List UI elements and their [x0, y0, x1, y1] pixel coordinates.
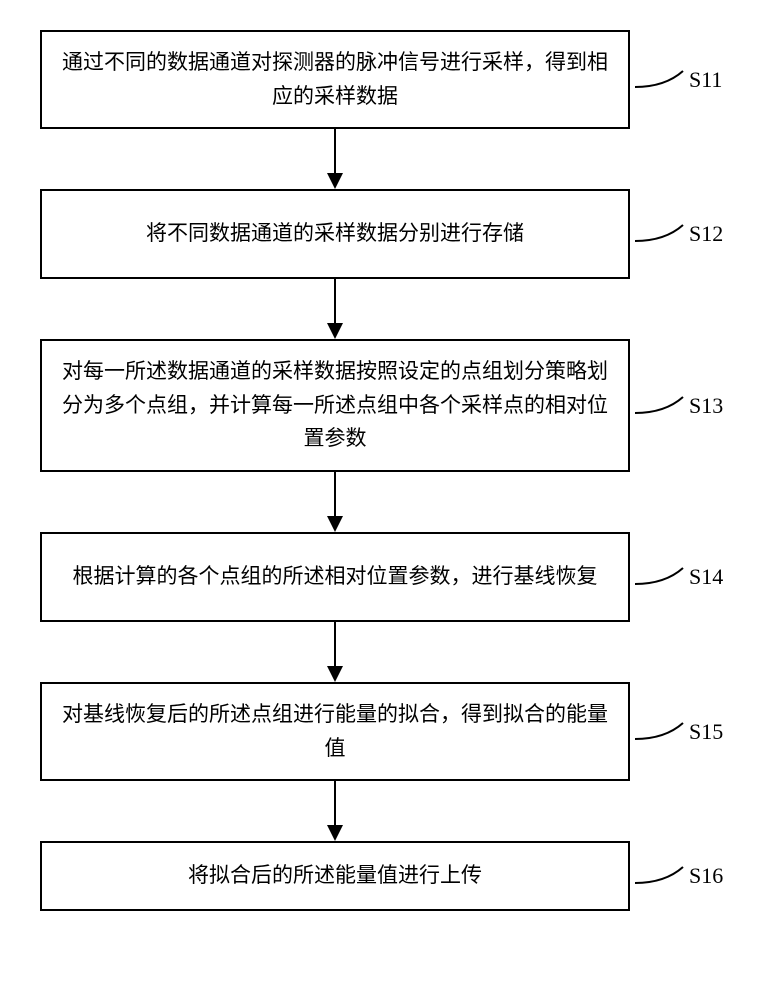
- flowchart-arrow: [40, 129, 630, 189]
- flowchart-arrow: [40, 279, 630, 339]
- connector-curve: [635, 717, 685, 747]
- step-label: S15: [689, 719, 723, 745]
- connector-curve: [635, 391, 685, 421]
- flowchart-step-row: 对基线恢复后的所述点组进行能量的拟合，得到拟合的能量值 S15: [40, 682, 740, 781]
- flowchart-step-row: 对每一所述数据通道的采样数据按照设定的点组划分策略划分为多个点组，并计算每一所述…: [40, 339, 740, 472]
- flowchart-arrow: [40, 781, 630, 841]
- connector-curve: [635, 861, 685, 891]
- step-label-connector: S15: [635, 717, 723, 747]
- flowchart-step-box: 对每一所述数据通道的采样数据按照设定的点组划分策略划分为多个点组，并计算每一所述…: [40, 339, 630, 472]
- step-label-connector: S13: [635, 391, 723, 421]
- flowchart-step-row: 将不同数据通道的采样数据分别进行存储 S12: [40, 189, 740, 279]
- flowchart-step-box: 通过不同的数据通道对探测器的脉冲信号进行采样，得到相应的采样数据: [40, 30, 630, 129]
- connector-curve: [635, 65, 685, 95]
- flowchart-step-box: 将不同数据通道的采样数据分别进行存储: [40, 189, 630, 279]
- step-label-connector: S11: [635, 65, 722, 95]
- flowchart-arrow: [40, 472, 630, 532]
- connector-curve: [635, 562, 685, 592]
- flowchart-step-box: 将拟合后的所述能量值进行上传: [40, 841, 630, 911]
- flowchart-step-row: 将拟合后的所述能量值进行上传 S16: [40, 841, 740, 911]
- step-label-connector: S16: [635, 861, 723, 891]
- step-label: S16: [689, 863, 723, 889]
- flowchart-container: 通过不同的数据通道对探测器的脉冲信号进行采样，得到相应的采样数据 S11 将不同数据…: [40, 30, 740, 911]
- step-label: S11: [689, 67, 722, 93]
- flowchart-step-row: 根据计算的各个点组的所述相对位置参数，进行基线恢复 S14: [40, 532, 740, 622]
- step-label: S12: [689, 221, 723, 247]
- flowchart-arrow: [40, 622, 630, 682]
- flowchart-step-box: 根据计算的各个点组的所述相对位置参数，进行基线恢复: [40, 532, 630, 622]
- flowchart-step-row: 通过不同的数据通道对探测器的脉冲信号进行采样，得到相应的采样数据 S11: [40, 30, 740, 129]
- connector-curve: [635, 219, 685, 249]
- flowchart-step-box: 对基线恢复后的所述点组进行能量的拟合，得到拟合的能量值: [40, 682, 630, 781]
- step-label-connector: S14: [635, 562, 723, 592]
- step-label: S14: [689, 564, 723, 590]
- step-label: S13: [689, 393, 723, 419]
- step-label-connector: S12: [635, 219, 723, 249]
